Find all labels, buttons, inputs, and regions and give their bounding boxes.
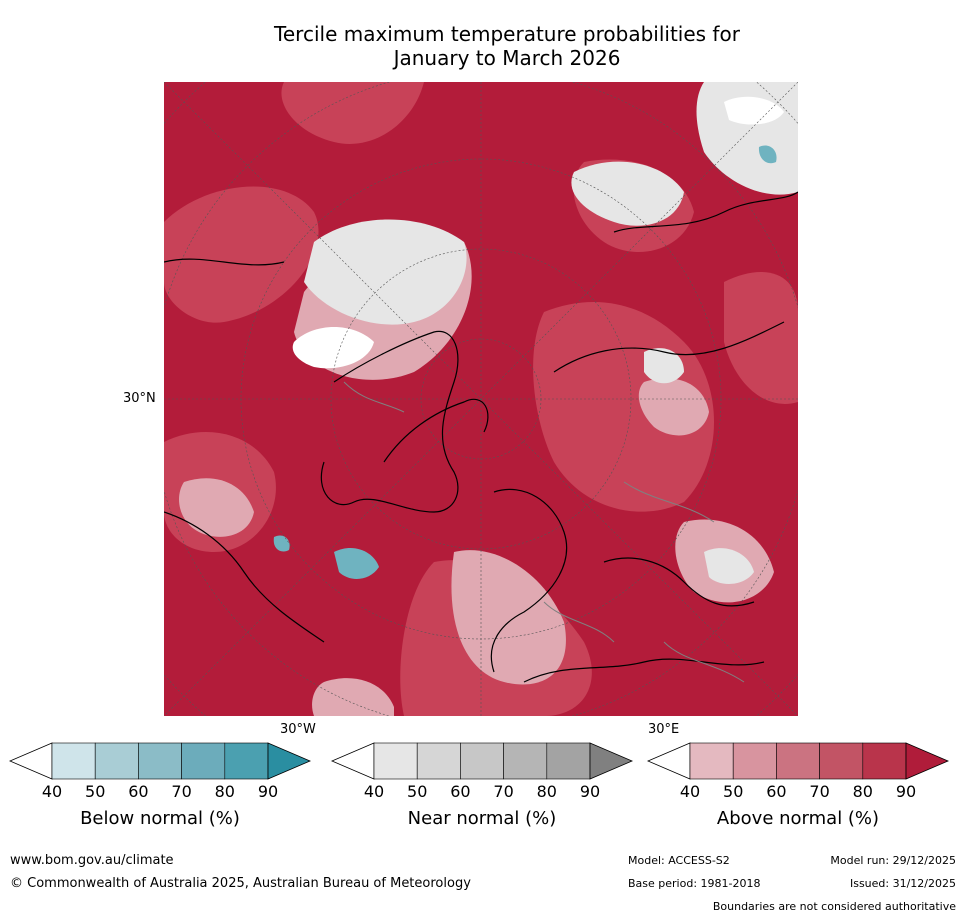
- map-canvas: [164, 82, 798, 716]
- longitude-label-30w: 30°W: [280, 722, 316, 737]
- colorbar-above-normal-ticks: 40 50 60 70 80 90: [680, 782, 916, 803]
- colorbar-below-normal-tick-80: 80: [214, 782, 235, 801]
- colorbar-near-normal-max-extension: [589, 742, 634, 780]
- colorbar-above-normal-max-extension: [905, 742, 950, 780]
- colorbar-below-normal-svg: [8, 742, 312, 780]
- colorbar-below-normal-min-extension: [8, 742, 53, 780]
- colorbar-near-normal-svg: [330, 742, 634, 780]
- coastlines: [164, 191, 798, 683]
- colorbar-above-normal: [646, 742, 950, 780]
- colorbar-above-normal-segment-5: [862, 742, 907, 780]
- colorbar-near-normal-segment-4: [503, 742, 548, 780]
- copyright-text: © Commonwealth of Australia 2025, Austra…: [10, 876, 471, 891]
- colorbar-near-normal-tick-60: 60: [450, 782, 471, 801]
- colorbar-above-normal-svg: [646, 742, 950, 780]
- colorbar-below-normal-tick-60: 60: [128, 782, 149, 801]
- colorbar-above-normal-segment-3: [776, 742, 820, 780]
- colorbar-above-normal-label: Above normal (%): [716, 808, 880, 829]
- colorbar-near-normal-segment-1: [373, 742, 418, 780]
- model-text: Model: ACCESS-S2: [628, 854, 730, 867]
- title-line-1: Tercile maximum temperature probabilitie…: [274, 22, 740, 46]
- colorbar-below-normal-ticks: 40 50 60 70 80 90: [42, 782, 278, 803]
- colorbar-below-normal-segment-1: [51, 742, 96, 780]
- colorbar-near-normal-tick-80: 80: [536, 782, 557, 801]
- title-line-2: January to March 2026: [393, 46, 621, 70]
- colorbar-near-normal-ticks: 40 50 60 70 80 90: [364, 782, 600, 803]
- colorbar-above-normal-tick-70: 70: [809, 782, 830, 801]
- colorbar-above-normal-min-extension: [646, 742, 691, 780]
- colorbar-below-normal-tick-70: 70: [171, 782, 192, 801]
- colorbar-above-normal-segment-2: [732, 742, 777, 780]
- colorbar-above-normal-tick-60: 60: [766, 782, 787, 801]
- colorbar-above-normal-tick-50: 50: [723, 782, 744, 801]
- below-normal-regions: [273, 145, 777, 579]
- longitude-label-30e: 30°E: [648, 722, 680, 737]
- website-link[interactable]: www.bom.gov.au/climate: [10, 853, 174, 868]
- chart-title: Tercile maximum temperature probabilitie…: [160, 22, 854, 70]
- base-period-text: Base period: 1981-2018: [628, 877, 761, 890]
- colorbar-near-normal-segment-5: [546, 742, 591, 780]
- colorbar-below-normal-segment-4: [181, 742, 226, 780]
- colorbar-near-normal-segment-3: [460, 742, 504, 780]
- colorbar-below-normal-label: Below normal (%): [80, 808, 240, 829]
- colorbar-near-normal-tick-50: 50: [407, 782, 428, 801]
- probability-map: [164, 82, 798, 716]
- graticule: [164, 82, 798, 716]
- colorbar-above-normal-tick-80: 80: [852, 782, 873, 801]
- colorbar-below-normal-segment-5: [224, 742, 269, 780]
- colorbar-below-normal-segment-2: [94, 742, 139, 780]
- colorbar-near-normal-min-extension: [330, 742, 375, 780]
- colorbar-above-normal-tick-90: 90: [895, 782, 917, 801]
- colorbar-near-normal: [330, 742, 634, 780]
- colorbar-near-normal-tick-40: 40: [363, 782, 385, 801]
- colorbar-above-normal-tick-40: 40: [679, 782, 701, 801]
- colorbar-near-normal-segment-2: [416, 742, 461, 780]
- colorbar-near-normal-tick-70: 70: [493, 782, 514, 801]
- model-run-text: Model run: 29/12/2025: [830, 854, 956, 867]
- colorbar-above-normal-segment-4: [819, 742, 864, 780]
- low-probability-regions: [292, 96, 784, 369]
- colorbar-near-normal-tick-90: 90: [579, 782, 601, 801]
- latitude-label-30n: 30°N: [123, 391, 156, 406]
- colorbar-below-normal-tick-50: 50: [85, 782, 106, 801]
- colorbar-below-normal: [8, 742, 312, 780]
- country-borders: [343, 381, 745, 683]
- colorbar-below-normal-tick-90: 90: [257, 782, 279, 801]
- colorbar-below-normal-max-extension: [267, 742, 312, 780]
- colorbar-above-normal-segment-1: [689, 742, 734, 780]
- colorbar-below-normal-tick-40: 40: [41, 782, 63, 801]
- disclaimer-text: Boundaries are not considered authoritat…: [712, 900, 956, 913]
- colorbar-below-normal-segment-3: [138, 742, 182, 780]
- colorbar-near-normal-label: Near normal (%): [407, 808, 557, 829]
- issued-text: Issued: 31/12/2025: [849, 877, 956, 890]
